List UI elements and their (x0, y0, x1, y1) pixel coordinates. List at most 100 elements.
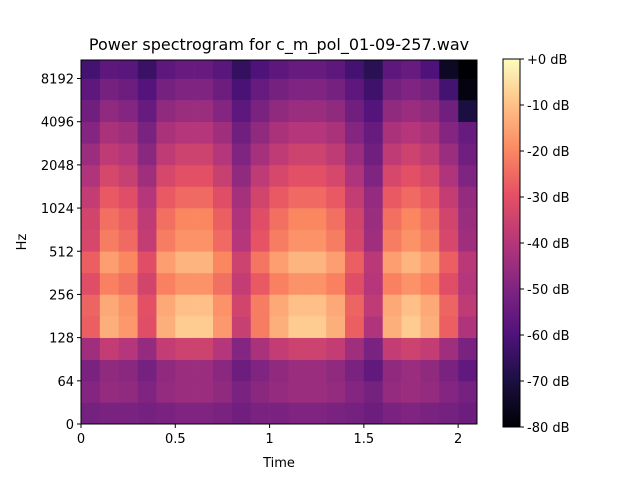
cell (175, 316, 195, 338)
cell (363, 380, 384, 403)
cell (250, 380, 270, 403)
cell (156, 229, 176, 252)
cell (288, 229, 308, 252)
cell (231, 78, 252, 101)
cell (269, 380, 289, 403)
cell (307, 164, 327, 187)
x-axis-label: Time (262, 456, 295, 471)
cell (401, 143, 421, 166)
cell (81, 143, 101, 166)
y-tick-label: 2048 (41, 159, 74, 174)
cell (439, 164, 459, 187)
cell (269, 100, 289, 122)
cell (250, 208, 270, 230)
cell (269, 121, 289, 144)
cell (175, 402, 195, 425)
cell (81, 78, 101, 101)
cell (156, 316, 176, 338)
colorbar-tick-label: -30 dB (527, 191, 570, 206)
cell (326, 229, 346, 252)
cell (458, 143, 478, 166)
y-axis-label: Hz (15, 234, 30, 251)
cell (118, 251, 138, 274)
cell (363, 402, 384, 425)
cell (401, 337, 421, 360)
cell (269, 316, 289, 338)
cell (175, 186, 195, 209)
cell (213, 143, 233, 166)
cell (118, 208, 138, 230)
cell (401, 100, 421, 122)
cell (213, 208, 233, 230)
cell (420, 337, 440, 360)
cell (439, 229, 459, 252)
cell (81, 402, 101, 425)
cell (250, 359, 270, 382)
cell (81, 164, 101, 187)
cell (288, 164, 308, 187)
cell (194, 100, 214, 122)
cell (250, 60, 270, 79)
cell (99, 272, 120, 295)
cell (213, 60, 233, 79)
cell (194, 251, 214, 274)
x-tick-label: 0.5 (165, 432, 186, 447)
cell (175, 143, 195, 166)
cell (307, 337, 327, 360)
cell (288, 359, 308, 382)
cell (231, 208, 252, 230)
cell (382, 100, 402, 122)
cell (250, 143, 270, 166)
cell (420, 272, 440, 295)
cell (288, 337, 308, 360)
cell (345, 359, 365, 382)
cell (213, 359, 233, 382)
cell (363, 251, 384, 274)
cell (345, 78, 365, 101)
cell (269, 359, 289, 382)
cell (439, 380, 459, 403)
cell (326, 294, 346, 317)
cell (137, 78, 157, 101)
cell (326, 380, 346, 403)
cell (99, 143, 120, 166)
y-tick-label: 128 (49, 332, 74, 347)
cell (213, 100, 233, 122)
cell (194, 316, 214, 338)
cell (156, 402, 176, 425)
cell (363, 359, 384, 382)
cell (288, 78, 308, 101)
cell (99, 229, 120, 252)
cell (382, 208, 402, 230)
cell (326, 251, 346, 274)
cell (307, 272, 327, 295)
cell (363, 272, 384, 295)
cell (231, 60, 252, 79)
cell (137, 186, 157, 209)
cell (250, 272, 270, 295)
cell (307, 316, 327, 338)
cell (420, 229, 440, 252)
cell (250, 316, 270, 338)
cell (250, 100, 270, 122)
cell (458, 186, 478, 209)
cell (363, 337, 384, 360)
cell (420, 100, 440, 122)
cell (458, 359, 478, 382)
cell (382, 272, 402, 295)
cell (382, 121, 402, 144)
cell (250, 337, 270, 360)
cell (213, 251, 233, 274)
cell (99, 164, 120, 187)
cell (231, 316, 252, 338)
cell (175, 294, 195, 317)
cell (213, 294, 233, 317)
cell (401, 208, 421, 230)
cell (439, 78, 459, 101)
cell (363, 121, 384, 144)
cell (401, 60, 421, 79)
cell (345, 272, 365, 295)
cell (420, 294, 440, 317)
cell (118, 78, 138, 101)
cell (269, 229, 289, 252)
